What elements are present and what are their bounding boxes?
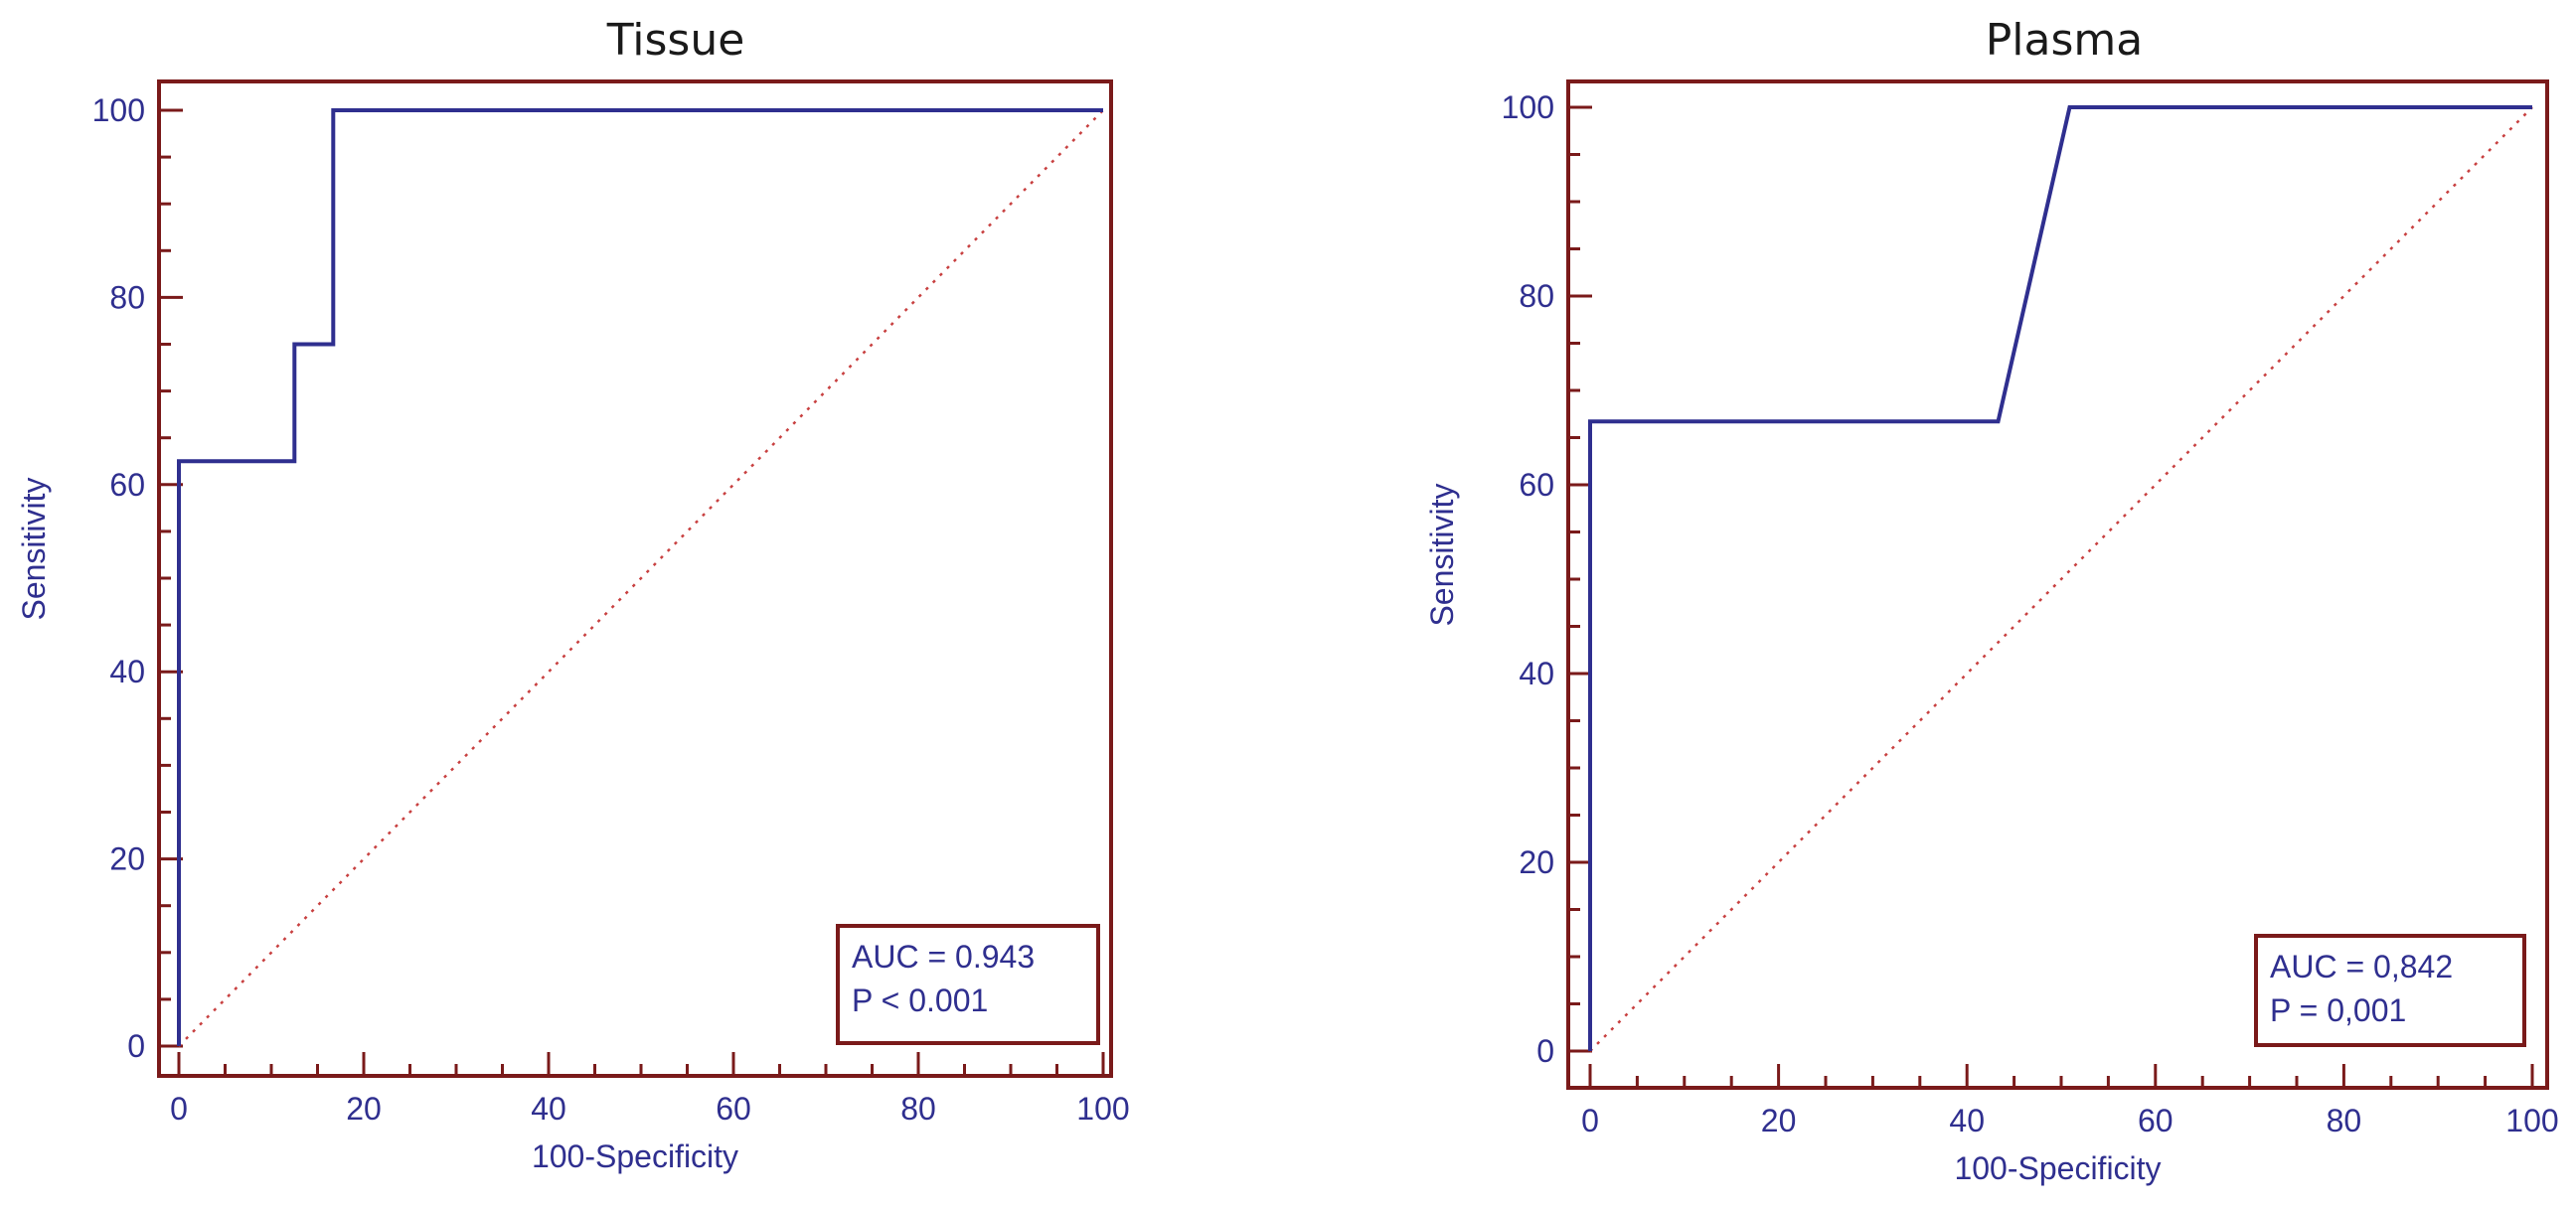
chart-panel-1: Tissue 0 20 40 60 80 100 0 20 40 60 80 100 100-Specif… (16, 15, 1130, 1174)
y-tick-label: 40 (109, 654, 145, 689)
x-axis-label: 100-Specificity (1954, 1150, 2161, 1186)
y-tick-label: 80 (109, 279, 145, 315)
y-tick-label: 80 (1519, 278, 1554, 314)
reference-diagonal (178, 109, 1104, 1047)
chart-title: Plasma (1986, 15, 2143, 66)
x-axis-label: 100-Specificity (532, 1138, 738, 1174)
annotation-box (836, 924, 1100, 1045)
reference-diagonal (1589, 106, 2533, 1052)
roc-curve (177, 108, 1103, 1046)
x-tick-label: 80 (900, 1091, 936, 1127)
x-tick-label: 40 (1949, 1103, 1985, 1138)
x-tick-label: 20 (1761, 1103, 1797, 1138)
y-tick-label: 60 (1519, 467, 1554, 503)
x-tick-label: 60 (716, 1091, 751, 1127)
y-tick-label: 40 (1519, 656, 1554, 691)
auc-label: AUC = 0.943 (852, 939, 1035, 975)
y-tick-label: 20 (1519, 844, 1554, 880)
y-tick-label: 100 (1502, 89, 1554, 125)
y-tick-label: 0 (1536, 1033, 1554, 1069)
x-tick-label: 80 (2327, 1103, 2362, 1138)
x-tick-label: 40 (531, 1091, 566, 1127)
p-value-label: P = 0,001 (2270, 992, 2406, 1028)
y-tick-label: 100 (92, 92, 145, 128)
x-tick-label: 60 (2138, 1103, 2174, 1138)
y-tick-label: 60 (109, 467, 145, 503)
y-axis-label: Sensitivity (16, 477, 52, 620)
auc-label: AUC = 0,842 (2270, 949, 2453, 984)
x-tick-label: 0 (1581, 1103, 1599, 1138)
x-tick-label: 20 (346, 1091, 382, 1127)
y-tick-label: 0 (127, 1028, 145, 1064)
chart-panel-2: Plasma 0 20 40 60 80 100 0 20 40 60 80 100 100-Specif… (1424, 15, 2559, 1186)
p-value-label: P < 0.001 (852, 983, 988, 1018)
y-tick-label: 20 (109, 841, 145, 877)
roc-curve (1588, 105, 2532, 1051)
x-tick-label: 0 (170, 1091, 188, 1127)
x-tick-label: 100 (1076, 1091, 1129, 1127)
y-axis-label: Sensitivity (1424, 483, 1460, 626)
annotation-box (2254, 934, 2526, 1047)
x-tick-label: 100 (2505, 1103, 2558, 1138)
plot-frame (1566, 79, 2549, 1090)
chart-title: Tissue (606, 15, 745, 66)
